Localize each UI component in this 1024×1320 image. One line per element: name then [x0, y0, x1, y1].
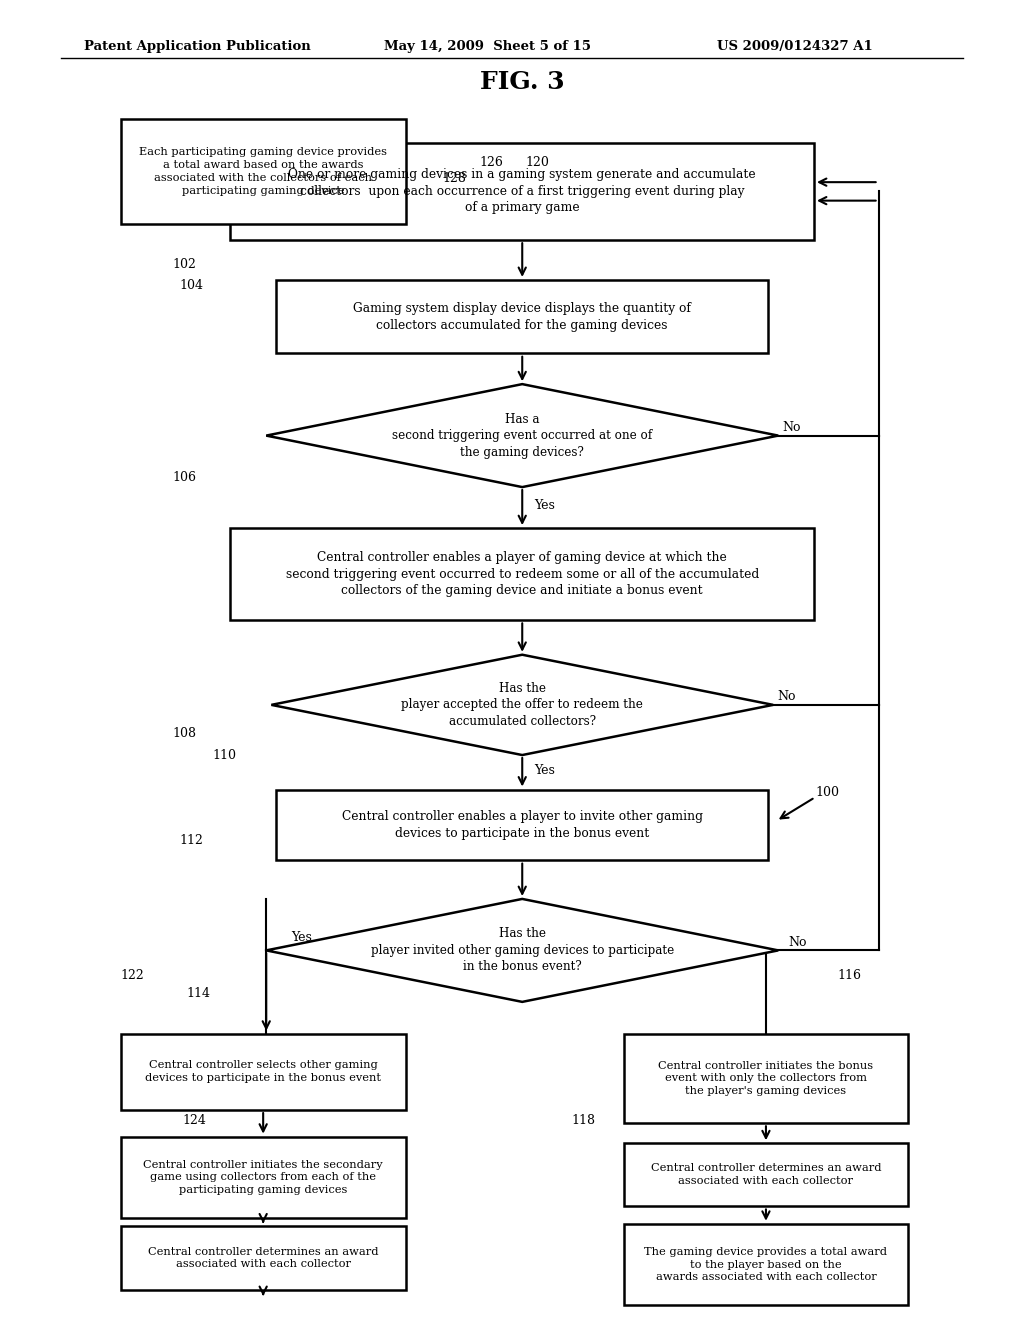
FancyBboxPatch shape — [121, 1137, 406, 1218]
Polygon shape — [266, 384, 778, 487]
Text: No: No — [777, 690, 796, 704]
Text: Central controller enables a player of gaming device at which the
second trigger: Central controller enables a player of g… — [286, 552, 759, 597]
Text: No: No — [782, 421, 801, 434]
Polygon shape — [266, 899, 778, 1002]
Text: 102: 102 — [172, 257, 196, 271]
FancyBboxPatch shape — [624, 1034, 908, 1123]
Text: Yes: Yes — [291, 931, 311, 944]
Text: 128: 128 — [442, 172, 466, 185]
Text: 100: 100 — [815, 785, 839, 799]
FancyBboxPatch shape — [276, 280, 768, 352]
Text: 112: 112 — [179, 834, 203, 847]
Text: 110: 110 — [212, 748, 236, 762]
Text: 118: 118 — [571, 1114, 595, 1127]
Text: 116: 116 — [838, 969, 861, 982]
Text: Central controller determines an award
associated with each collector: Central controller determines an award a… — [147, 1246, 379, 1270]
Text: Yes: Yes — [535, 764, 555, 777]
Text: Gaming system display device displays the quantity of
collectors accumulated for: Gaming system display device displays th… — [353, 302, 691, 331]
FancyBboxPatch shape — [624, 1224, 908, 1305]
Text: Central controller enables a player to invite other gaming
devices to participat: Central controller enables a player to i… — [342, 810, 702, 840]
FancyBboxPatch shape — [624, 1143, 908, 1206]
Text: US 2009/0124327 A1: US 2009/0124327 A1 — [717, 40, 872, 53]
Text: FIG. 3: FIG. 3 — [480, 70, 564, 94]
Text: Has the
player accepted the offer to redeem the
accumulated collectors?: Has the player accepted the offer to red… — [401, 682, 643, 727]
Text: Yes: Yes — [535, 499, 555, 512]
Text: Has a
second triggering event occurred at one of
the gaming devices?: Has a second triggering event occurred a… — [392, 413, 652, 458]
FancyBboxPatch shape — [230, 143, 814, 240]
Text: 120: 120 — [525, 156, 549, 169]
Text: 104: 104 — [179, 279, 203, 292]
Text: Central controller selects other gaming
devices to participate in the bonus even: Central controller selects other gaming … — [145, 1060, 381, 1084]
FancyBboxPatch shape — [121, 1226, 406, 1290]
Text: Patent Application Publication: Patent Application Publication — [84, 40, 310, 53]
Text: 126: 126 — [479, 156, 503, 169]
Text: Central controller determines an award
associated with each collector: Central controller determines an award a… — [650, 1163, 882, 1187]
Text: Each participating gaming device provides
a total award based on the awards
asso: Each participating gaming device provide… — [139, 148, 387, 195]
FancyBboxPatch shape — [121, 1034, 406, 1110]
Text: May 14, 2009  Sheet 5 of 15: May 14, 2009 Sheet 5 of 15 — [384, 40, 591, 53]
Text: No: No — [788, 936, 807, 949]
Text: Central controller initiates the bonus
event with only the collectors from
the p: Central controller initiates the bonus e… — [658, 1061, 873, 1096]
Text: One or more gaming devices in a gaming system generate and accumulate
collectors: One or more gaming devices in a gaming s… — [289, 169, 756, 214]
Text: Has the
player invited other gaming devices to participate
in the bonus event?: Has the player invited other gaming devi… — [371, 928, 674, 973]
Polygon shape — [271, 655, 773, 755]
Text: 122: 122 — [121, 969, 144, 982]
Text: 114: 114 — [186, 987, 210, 1001]
Text: 106: 106 — [172, 471, 196, 484]
Text: 108: 108 — [172, 727, 196, 741]
Text: Central controller initiates the secondary
game using collectors from each of th: Central controller initiates the seconda… — [143, 1160, 383, 1195]
Text: The gaming device provides a total award
to the player based on the
awards assoc: The gaming device provides a total award… — [644, 1247, 888, 1282]
FancyBboxPatch shape — [276, 789, 768, 861]
Text: 124: 124 — [182, 1114, 206, 1127]
FancyBboxPatch shape — [121, 119, 406, 224]
FancyBboxPatch shape — [230, 528, 814, 620]
